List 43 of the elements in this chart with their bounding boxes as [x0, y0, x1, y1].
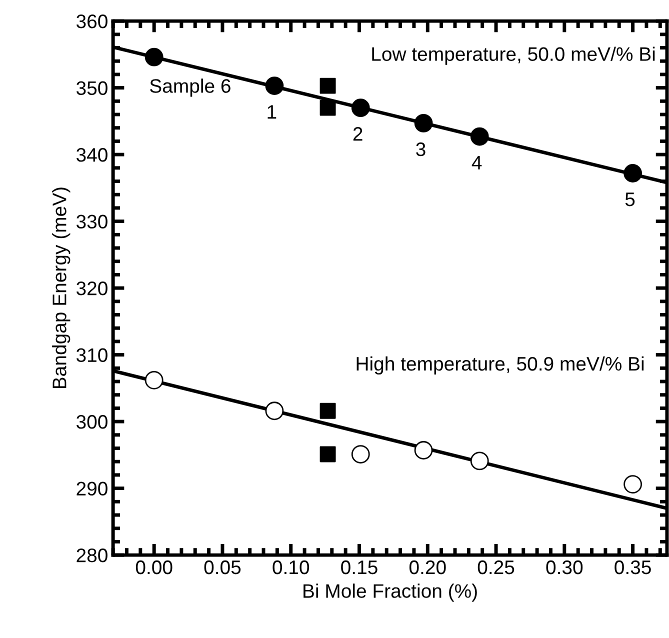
y-tick-label: 350 [76, 81, 108, 96]
y-tick-label: 300 [76, 415, 108, 429]
point [414, 114, 433, 132]
point [320, 446, 336, 462]
point [320, 402, 336, 419]
x-tick-label: 0.05 [204, 560, 241, 574]
x-tick-label: 0.20 [409, 560, 446, 574]
x-tick-label: 0.25 [478, 560, 514, 574]
annotation: Sample 6 [150, 78, 230, 97]
x-tick-label: 0.15 [341, 560, 378, 574]
x-tick-label: 0.10 [272, 560, 310, 574]
point [144, 48, 164, 66]
x-tick-label: 0.35 [614, 560, 651, 574]
y-tick-label: 320 [76, 282, 108, 296]
point [320, 78, 336, 94]
annotation: 5 [625, 192, 635, 206]
x-tick-label: 0.00 [136, 560, 172, 574]
point [624, 164, 642, 182]
y-tick-label: 330 [76, 214, 108, 229]
annotation: 1 [268, 105, 276, 119]
annotation: 2 [353, 127, 362, 141]
annotation: 3 [416, 142, 426, 156]
point [320, 100, 336, 116]
point [351, 98, 370, 118]
annotation: 4 [472, 156, 482, 170]
y-tick-label: 280 [76, 548, 108, 562]
point [470, 452, 489, 470]
y-tick-label: 310 [76, 348, 108, 362]
point [265, 402, 284, 420]
point [624, 475, 642, 494]
y-axis-title: Bandgap Energy (meV) [52, 188, 70, 388]
annotation: Low temperature, 50.0 meV/% Bi [372, 46, 655, 65]
point [414, 441, 433, 460]
point [144, 370, 164, 390]
point [470, 127, 489, 146]
point [351, 445, 370, 464]
y-tick-label: 360 [76, 14, 108, 28]
y-tick-label: 340 [76, 148, 108, 162]
x-axis-title: Bi Mole Fraction (%) [304, 584, 477, 602]
point [265, 76, 284, 95]
annotation: High temperature, 50.9 meV/% Bi [356, 356, 644, 375]
x-tick-label: 0.30 [546, 560, 583, 574]
y-tick-label: 290 [76, 482, 108, 496]
